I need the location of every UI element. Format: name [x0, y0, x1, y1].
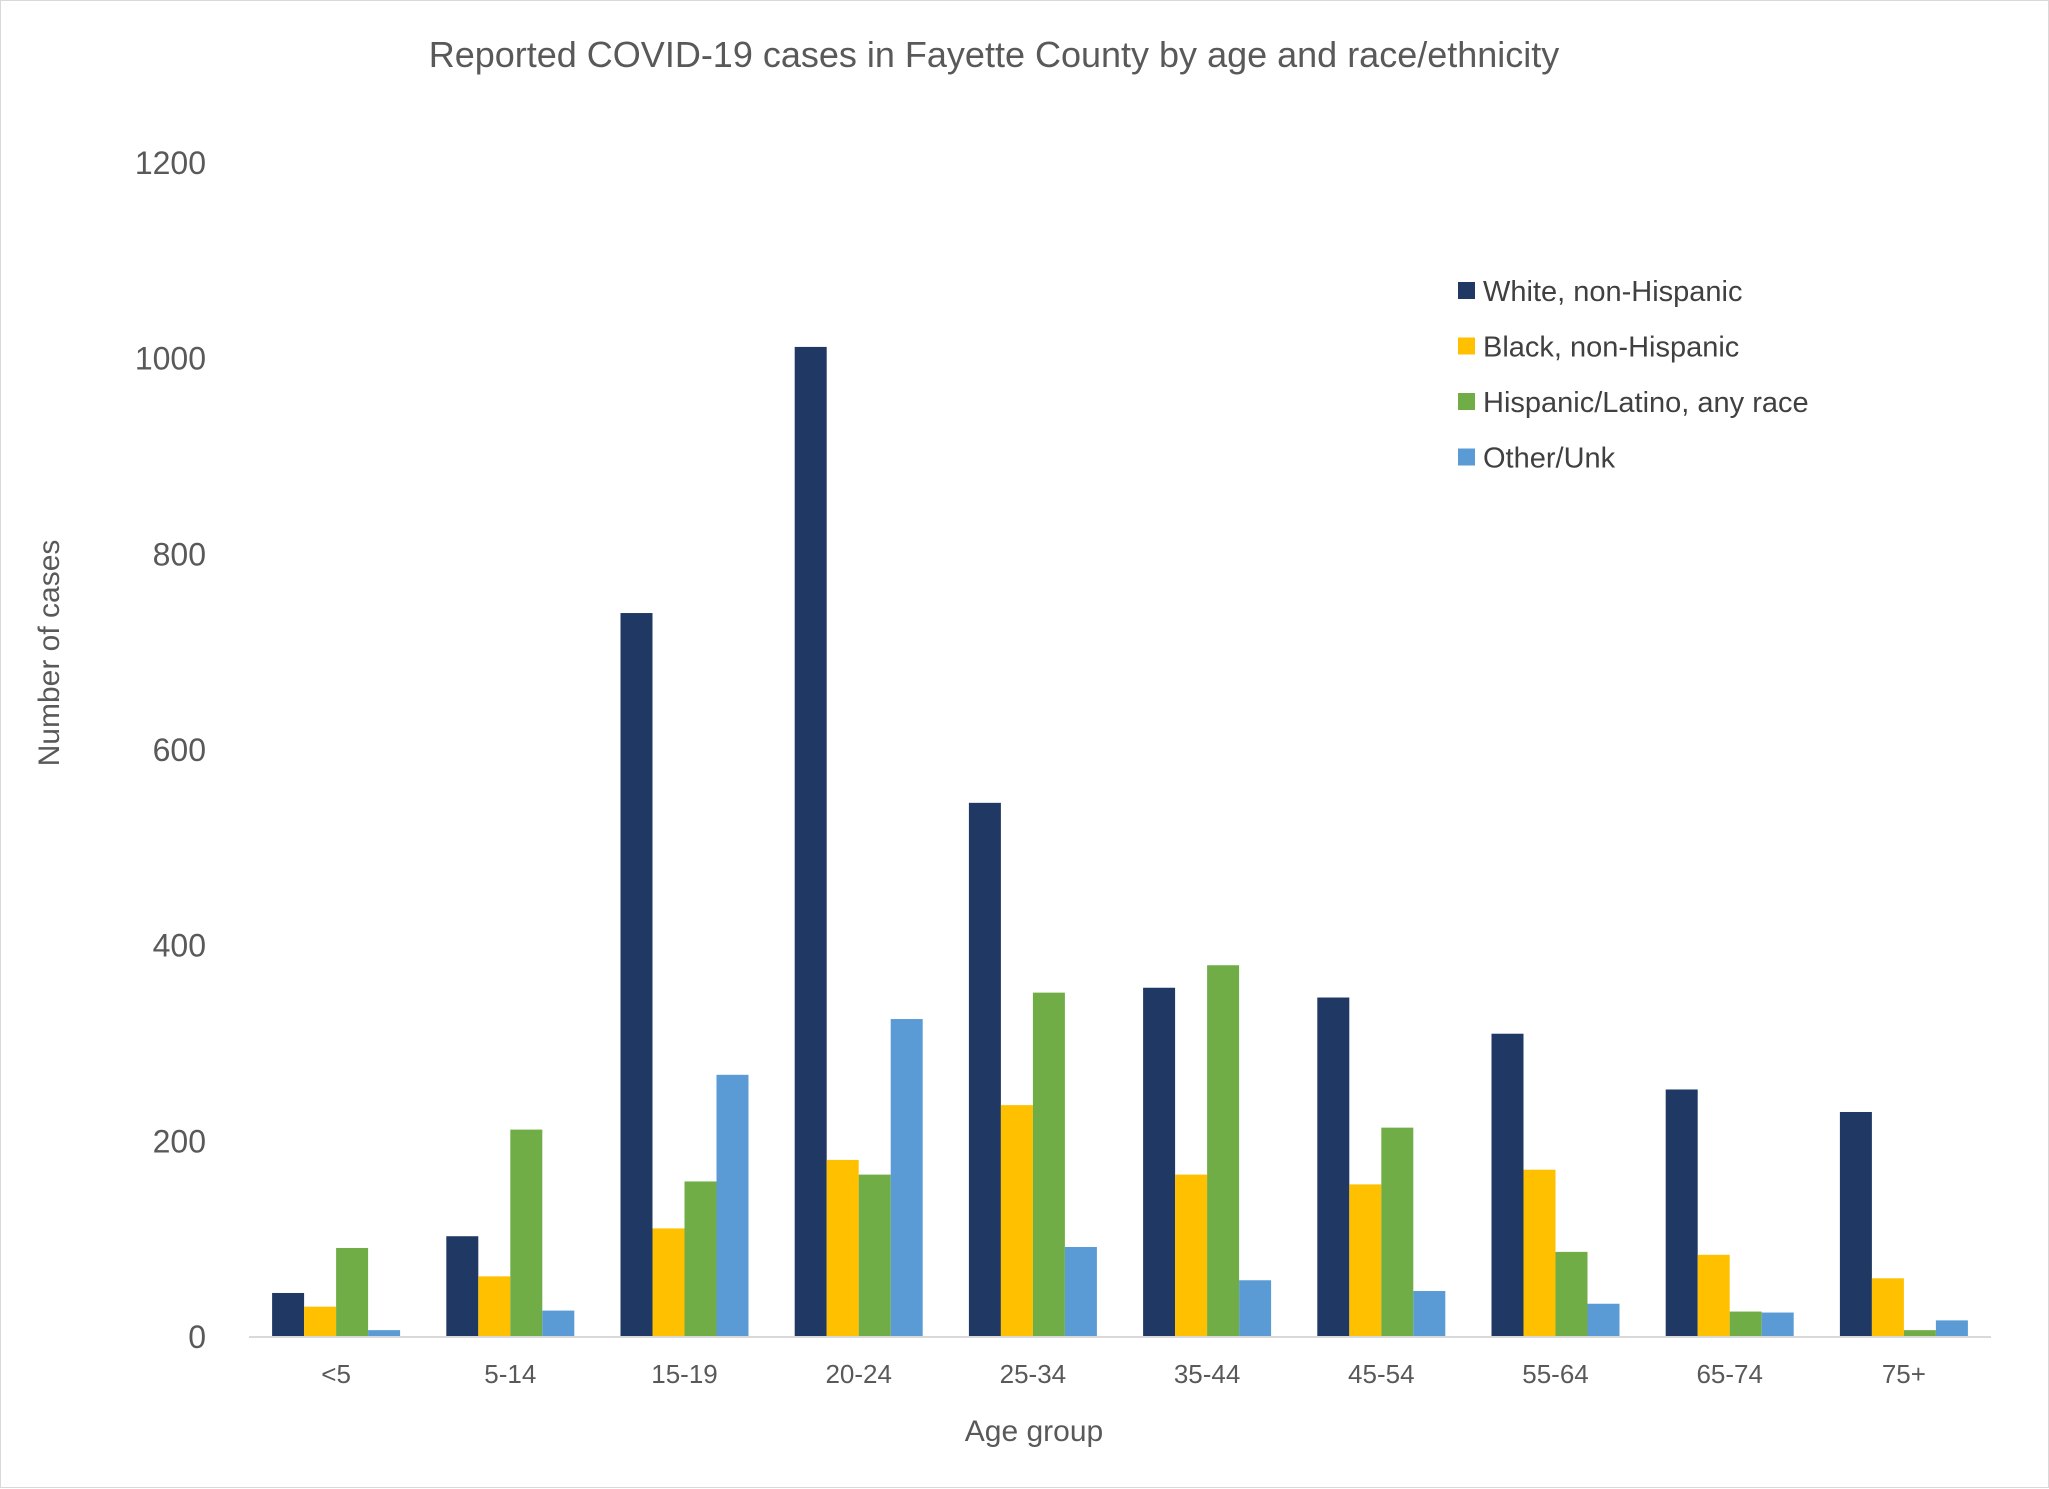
x-tick-label: 65-74: [1696, 1359, 1763, 1389]
bar-2-9: [1903, 1330, 1936, 1337]
bar-1-2: [652, 1228, 685, 1337]
legend-swatch-2: [1458, 393, 1475, 410]
bar-0-6: [1317, 997, 1350, 1337]
bar-2-7: [1555, 1251, 1588, 1337]
bar-3-4: [1064, 1246, 1097, 1337]
bar-3-0: [368, 1330, 401, 1337]
y-tick-label: 1200: [135, 145, 206, 181]
bar-0-9: [1839, 1111, 1872, 1337]
x-tick-label: 55-64: [1522, 1359, 1589, 1389]
bar-3-1: [542, 1310, 575, 1337]
bar-0-8: [1665, 1089, 1698, 1337]
bar-1-9: [1871, 1278, 1904, 1337]
x-tick-label: 20-24: [825, 1359, 892, 1389]
bars: [272, 346, 1968, 1338]
legend-swatch-1: [1458, 337, 1475, 355]
bar-1-1: [478, 1276, 511, 1337]
x-axis-label: Age group: [965, 1415, 1103, 1448]
bar-1-8: [1697, 1254, 1730, 1337]
bar-3-2: [716, 1074, 749, 1337]
y-tick-label: 600: [153, 732, 206, 768]
y-axis-label: Number of cases: [33, 540, 66, 767]
y-tick-label: 1000: [135, 341, 206, 377]
bar-2-5: [1207, 965, 1240, 1337]
legend-label-1: Black, non-Hispanic: [1483, 332, 1739, 364]
bar-1-0: [304, 1306, 337, 1337]
bar-1-7: [1523, 1169, 1556, 1337]
x-tick-label: 5-14: [484, 1359, 536, 1389]
y-tick-label: 400: [153, 928, 206, 964]
bar-3-6: [1413, 1291, 1446, 1337]
x-tick-label: 15-19: [651, 1359, 718, 1389]
x-tick-label: 25-34: [1000, 1359, 1067, 1389]
bar-0-5: [1143, 987, 1176, 1337]
x-tick-label: 75+: [1882, 1359, 1926, 1389]
bar-3-9: [1935, 1320, 1968, 1337]
y-tick-label: 0: [188, 1319, 206, 1355]
bar-0-7: [1491, 1033, 1524, 1337]
bar-2-8: [1729, 1311, 1762, 1337]
bar-3-7: [1587, 1303, 1620, 1337]
legend-label-2: Hispanic/Latino, any race: [1483, 387, 1809, 419]
bar-2-6: [1381, 1127, 1414, 1337]
y-tick-label: 200: [153, 1123, 206, 1159]
bar-1-5: [1175, 1174, 1208, 1337]
bar-2-2: [684, 1181, 717, 1337]
legend-swatch-0: [1458, 282, 1475, 299]
x-tick-label: <5: [321, 1359, 351, 1389]
bar-0-4: [968, 802, 1001, 1337]
legend-label-0: White, non-Hispanic: [1483, 276, 1743, 308]
bar-3-8: [1761, 1312, 1794, 1337]
bar-1-3: [826, 1159, 859, 1337]
legend-swatch-3: [1458, 448, 1475, 466]
bar-0-2: [620, 613, 653, 1337]
y-axis-ticks: 0 200 400 600 800 1000 1200: [135, 145, 206, 1355]
chart-title: Reported COVID-19 cases in Fayette Count…: [429, 34, 1560, 75]
bar-3-5: [1239, 1280, 1272, 1337]
bar-0-1: [446, 1236, 479, 1337]
bar-2-0: [336, 1247, 369, 1337]
legend-label-3: Other/Unk: [1483, 443, 1616, 475]
bar-0-3: [794, 346, 827, 1338]
y-tick-label: 800: [153, 536, 206, 572]
bar-2-4: [1032, 992, 1065, 1337]
x-tick-label: 35-44: [1174, 1359, 1241, 1389]
bar-1-6: [1349, 1184, 1382, 1337]
bar-1-4: [1000, 1105, 1033, 1337]
x-axis-ticks: <5 5-14 15-19 20-24 25-34 35-44 45-54 55-64 65-7…: [321, 1359, 1926, 1389]
bar-3-3: [890, 1019, 923, 1337]
bar-2-1: [510, 1129, 543, 1337]
bar-0-0: [272, 1292, 305, 1337]
x-tick-label: 45-54: [1348, 1359, 1415, 1389]
bar-2-3: [858, 1174, 891, 1337]
legend: White, non-Hispanic Black, non-Hispanic Hi…: [1458, 276, 1809, 475]
